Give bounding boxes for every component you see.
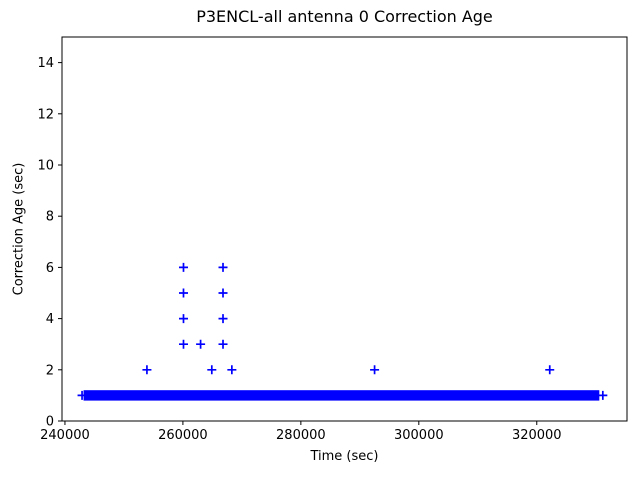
data-point-marker	[142, 365, 152, 375]
data-point-marker	[218, 262, 228, 272]
x-tick-label: 280000	[276, 428, 326, 443]
data-point-marker	[218, 314, 228, 324]
x-tick-label: 300000	[394, 428, 444, 443]
y-tick-label: 14	[37, 56, 54, 71]
y-tick-label: 10	[37, 159, 54, 174]
data-point-marker	[178, 339, 188, 349]
data-point-marker	[207, 365, 217, 375]
chart-title: P3ENCL-all antenna 0 Correction Age	[196, 7, 493, 26]
data-point-marker	[178, 288, 188, 298]
plot-frame	[61, 36, 628, 422]
y-tick-label: 2	[46, 363, 54, 378]
data-point-marker	[545, 365, 555, 375]
dense-marker-band	[83, 390, 600, 401]
y-tick-label: 0	[46, 415, 54, 430]
x-tick-label: 260000	[158, 428, 208, 443]
data-point-marker	[218, 288, 228, 298]
x-tick-label: 320000	[512, 428, 562, 443]
data-point-marker	[218, 339, 228, 349]
data-point-marker	[178, 314, 188, 324]
data-point-marker	[370, 365, 380, 375]
data-point-marker	[227, 365, 237, 375]
y-tick-label: 6	[46, 261, 54, 276]
x-tick-label: 240000	[40, 428, 90, 443]
data-point-marker	[178, 262, 188, 272]
dense-band-end-marker	[598, 390, 608, 400]
y-tick-label: 8	[46, 210, 54, 225]
x-axis-label: Time (sec)	[310, 449, 379, 464]
data-point-marker	[196, 339, 206, 349]
y-tick-label: 12	[37, 107, 54, 122]
y-tick-label: 4	[46, 312, 54, 327]
